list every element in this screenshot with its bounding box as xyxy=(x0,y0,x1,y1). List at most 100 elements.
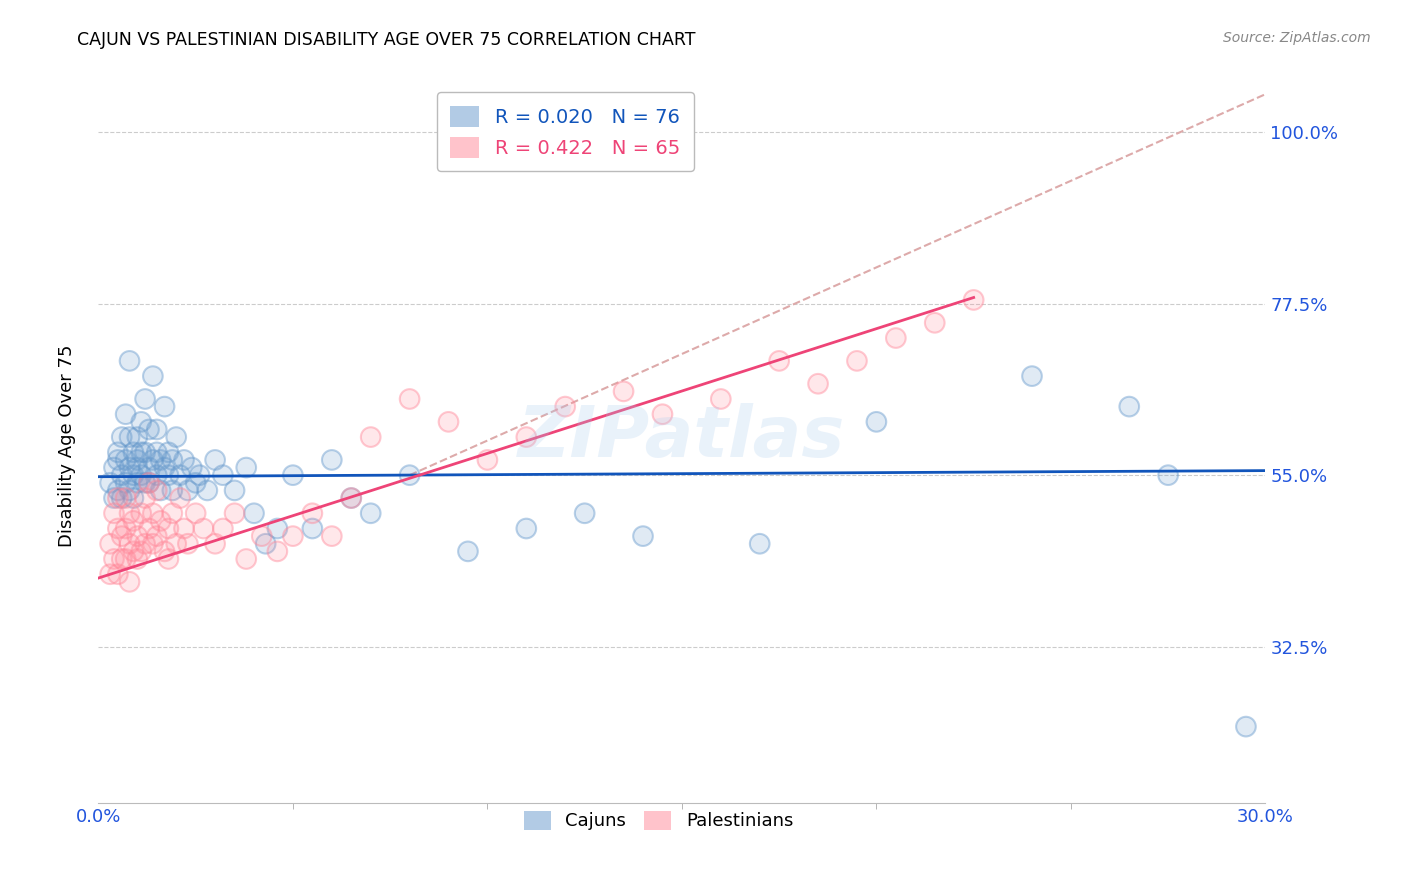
Point xyxy=(962,293,984,307)
Point xyxy=(398,392,420,406)
Point xyxy=(195,483,218,498)
Point xyxy=(111,529,134,543)
Point xyxy=(631,529,654,543)
Point xyxy=(114,453,136,467)
Point xyxy=(574,506,596,520)
Point xyxy=(243,506,266,520)
Point xyxy=(157,445,180,459)
Point xyxy=(103,506,125,520)
Point xyxy=(266,544,288,558)
Point xyxy=(107,491,129,505)
Point xyxy=(122,491,145,505)
Point xyxy=(321,529,343,543)
Point xyxy=(127,453,149,467)
Point xyxy=(122,514,145,528)
Point xyxy=(129,415,152,429)
Point xyxy=(321,453,343,467)
Point xyxy=(1021,369,1043,384)
Point xyxy=(515,521,537,535)
Point xyxy=(118,537,141,551)
Point xyxy=(127,552,149,566)
Point xyxy=(710,392,733,406)
Point xyxy=(138,460,160,475)
Point xyxy=(129,506,152,520)
Point xyxy=(173,521,195,535)
Point xyxy=(134,392,156,406)
Point xyxy=(138,475,160,490)
Point xyxy=(103,491,125,505)
Point xyxy=(127,460,149,475)
Point xyxy=(107,521,129,535)
Point xyxy=(212,521,235,535)
Point xyxy=(266,521,288,535)
Point xyxy=(142,537,165,551)
Point xyxy=(107,483,129,498)
Point xyxy=(149,453,172,467)
Point xyxy=(188,468,211,483)
Point xyxy=(149,483,172,498)
Point xyxy=(515,521,537,535)
Point xyxy=(98,567,121,582)
Point xyxy=(169,491,191,505)
Point xyxy=(224,483,246,498)
Point xyxy=(340,491,363,505)
Point xyxy=(118,574,141,589)
Point xyxy=(266,544,288,558)
Point xyxy=(127,475,149,490)
Point xyxy=(138,521,160,535)
Point xyxy=(169,468,191,483)
Point xyxy=(768,354,790,368)
Point xyxy=(118,537,141,551)
Point xyxy=(884,331,907,345)
Point xyxy=(146,422,169,436)
Point xyxy=(437,415,460,429)
Point xyxy=(340,491,363,505)
Point xyxy=(157,521,180,535)
Point xyxy=(107,521,129,535)
Point xyxy=(134,475,156,490)
Point xyxy=(195,483,218,498)
Point xyxy=(134,445,156,459)
Point xyxy=(111,430,134,444)
Point xyxy=(146,483,169,498)
Point xyxy=(129,445,152,459)
Point xyxy=(360,506,382,520)
Point xyxy=(98,475,121,490)
Point xyxy=(127,475,149,490)
Point xyxy=(254,537,277,551)
Point xyxy=(157,552,180,566)
Point xyxy=(146,445,169,459)
Point xyxy=(153,460,176,475)
Point xyxy=(122,544,145,558)
Point xyxy=(122,445,145,459)
Point xyxy=(807,376,830,391)
Point xyxy=(146,422,169,436)
Point xyxy=(177,483,200,498)
Point xyxy=(134,475,156,490)
Point xyxy=(169,468,191,483)
Point xyxy=(127,430,149,444)
Point xyxy=(114,407,136,421)
Point xyxy=(122,468,145,483)
Point xyxy=(138,460,160,475)
Point xyxy=(134,392,156,406)
Point xyxy=(1157,468,1180,483)
Point xyxy=(103,506,125,520)
Point xyxy=(129,468,152,483)
Point xyxy=(477,453,499,467)
Point xyxy=(515,430,537,444)
Point xyxy=(153,400,176,414)
Point xyxy=(118,460,141,475)
Point xyxy=(631,529,654,543)
Point xyxy=(212,521,235,535)
Point xyxy=(114,491,136,505)
Point xyxy=(146,468,169,483)
Point xyxy=(224,506,246,520)
Point xyxy=(142,453,165,467)
Point xyxy=(134,491,156,505)
Text: CAJUN VS PALESTINIAN DISABILITY AGE OVER 75 CORRELATION CHART: CAJUN VS PALESTINIAN DISABILITY AGE OVER… xyxy=(77,31,696,49)
Point xyxy=(554,400,576,414)
Point xyxy=(129,544,152,558)
Point xyxy=(865,415,887,429)
Legend: Cajuns, Palestinians: Cajuns, Palestinians xyxy=(513,800,804,841)
